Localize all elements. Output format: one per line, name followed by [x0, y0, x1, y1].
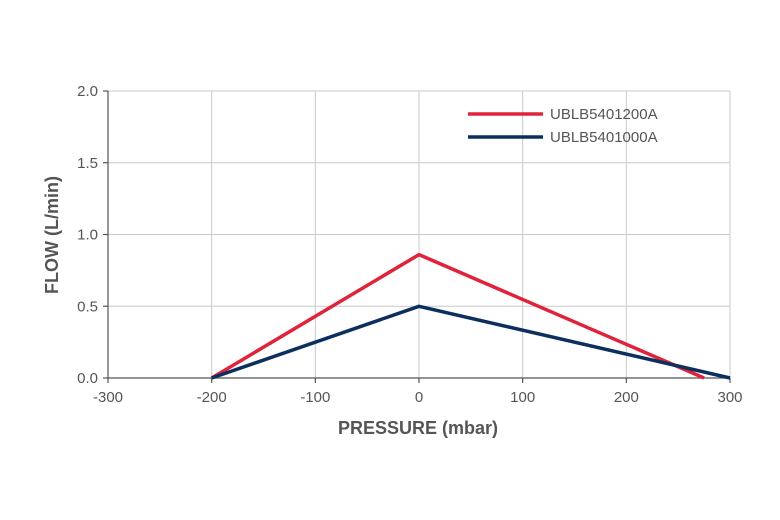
x-tick-label: 200: [614, 389, 639, 406]
series-lines: [210, 252, 731, 380]
y-tick-label: 2.0: [77, 83, 98, 100]
x-tick-label: -100: [300, 389, 330, 406]
legend: UBLB5401200A UBLB5401000A: [468, 106, 658, 146]
series-line-ublb5401200a: [210, 252, 705, 380]
y-tick-label: 0.5: [77, 298, 98, 315]
series-line-ublb5401000a: [211, 304, 731, 380]
x-tick-label: 100: [510, 389, 535, 406]
x-tick-label: 0: [415, 389, 423, 406]
axes: -300 -200 -100 0 100 200 300 0.0 0.5 1.0 1.5 2.0: [77, 83, 742, 406]
x-tick-label: -200: [197, 389, 227, 406]
y-tick-label: 0.0: [77, 370, 98, 387]
legend-label: UBLB5401000A: [550, 129, 658, 146]
x-tick-label: 300: [717, 389, 742, 406]
y-axis-title: FLOW (L/min): [42, 176, 62, 294]
y-tick-label: 1.0: [77, 227, 98, 244]
x-tick-label: -300: [93, 389, 123, 406]
y-tick-label: 1.5: [77, 155, 98, 172]
legend-label: UBLB5401200A: [550, 106, 658, 123]
x-axis-title: PRESSURE (mbar): [338, 418, 498, 438]
